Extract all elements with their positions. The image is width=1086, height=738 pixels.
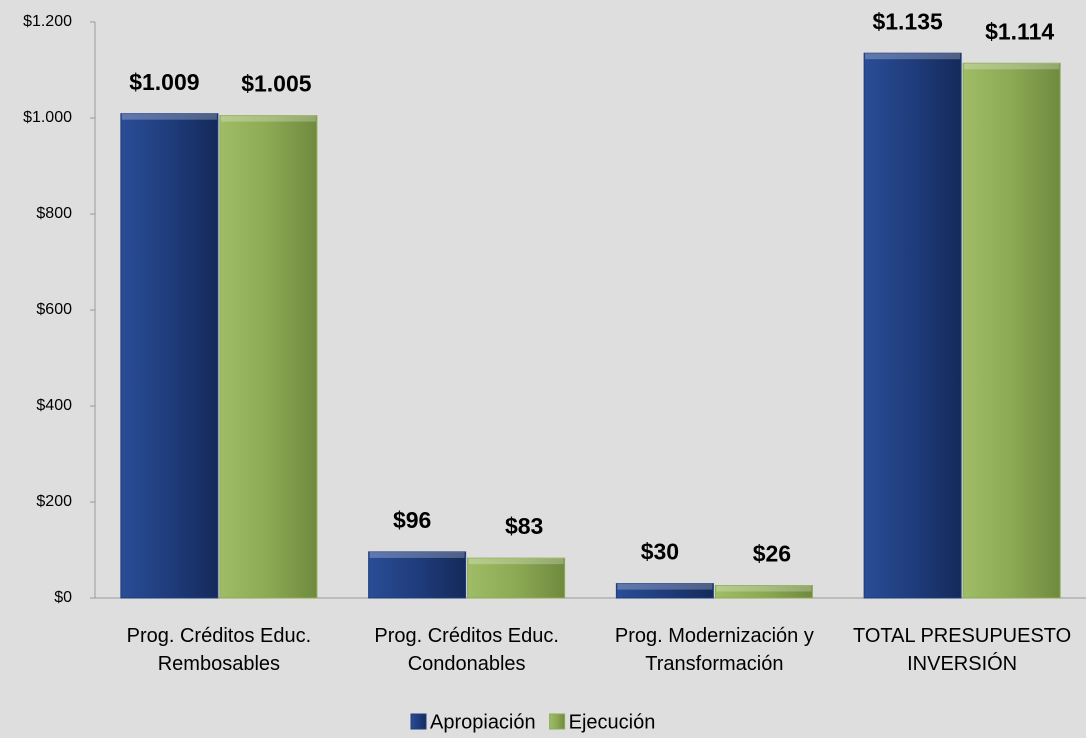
data-label: $1.135: [872, 8, 943, 34]
x-tick-label: Prog. Modernización y Transformación: [614, 625, 814, 675]
legend-swatch: [410, 713, 427, 730]
bar-top: [716, 585, 812, 592]
legend-label: Apropiación: [430, 711, 536, 733]
data-label: $26: [753, 541, 791, 567]
data-label: $30: [641, 539, 679, 565]
y-tick-label: $1.000: [23, 109, 72, 126]
y-tick-label: $600: [36, 301, 72, 318]
bar-top: [865, 53, 961, 60]
legend-label: Ejecución: [569, 711, 656, 733]
x-tick-label: Prog. Créditos Educ. Rembosables: [126, 625, 312, 675]
data-label: $83: [505, 513, 543, 539]
data-label: $1.114: [985, 18, 1054, 44]
data-label: $1.009: [129, 69, 199, 95]
bar-top: [220, 115, 316, 122]
y-tick-label: $400: [36, 397, 72, 414]
bar: [120, 113, 219, 599]
bar-top: [617, 583, 713, 590]
legend-swatch: [549, 713, 566, 730]
bar: [714, 585, 813, 599]
x-tick-label: TOTAL PRESUPUESTO INVERSIÓN: [853, 625, 1072, 675]
bar-top: [369, 551, 465, 558]
bar-top: [468, 558, 564, 565]
y-tick-label: $1.200: [23, 13, 72, 30]
bar: [219, 115, 318, 599]
bar: [863, 52, 962, 599]
bar-top: [964, 63, 1060, 70]
bar: [467, 557, 566, 599]
bar: [368, 551, 467, 599]
bar: [615, 583, 714, 599]
bar: [962, 62, 1061, 599]
data-label: $1.005: [241, 71, 312, 97]
bar-top: [121, 113, 217, 120]
y-tick-label: $0: [54, 589, 72, 606]
y-tick-label: $800: [36, 205, 72, 222]
x-tick-label: Prog. Créditos Educ. Condonables: [374, 625, 559, 675]
data-label: $96: [393, 507, 431, 533]
y-tick-label: $200: [36, 493, 72, 510]
